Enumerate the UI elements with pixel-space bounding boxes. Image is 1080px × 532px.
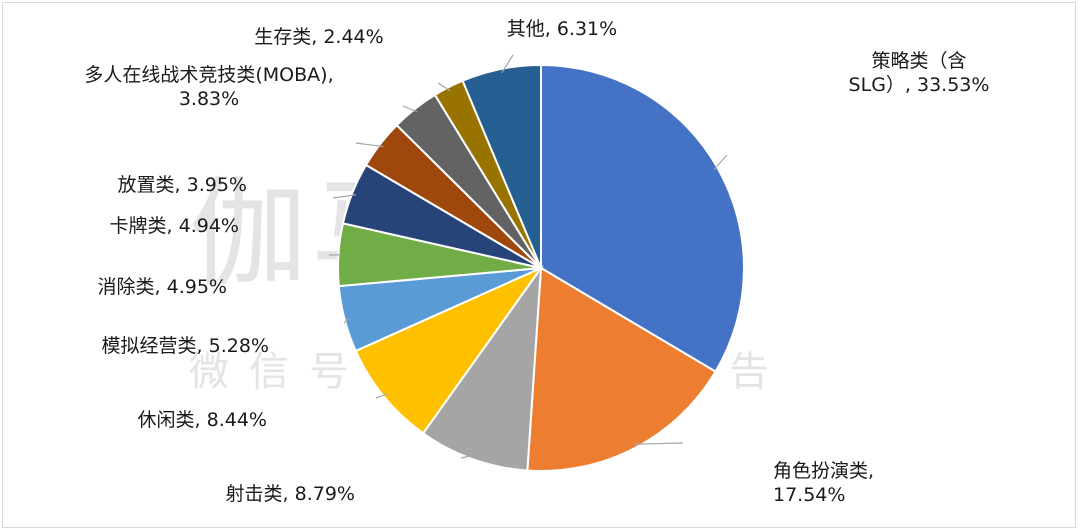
leader-line (460, 454, 475, 459)
leader-line (343, 317, 349, 324)
leader-line (501, 54, 514, 74)
data-label: 策略类（含 SLG）, 33.53% (849, 50, 990, 96)
data-label: 其他, 6.31% (507, 18, 617, 40)
pie-slice (461, 63, 542, 269)
data-label: 卡牌类, 4.94% (110, 215, 239, 237)
leader-line (713, 154, 728, 170)
data-labels: 策略类（含 SLG）, 33.53% 角色扮演类, 17.54% 射击类, 8.79% 休… (84, 18, 989, 506)
leader-line (375, 393, 388, 399)
pie-slice (354, 265, 544, 435)
data-label: 射击类, 8.79% (226, 483, 355, 505)
data-label: 消除类, 4.95% (98, 276, 227, 298)
leader-lines (328, 54, 728, 459)
leader-line (633, 442, 684, 445)
data-label: 多人在线战术竞技类(MOBA), 3.83% (84, 64, 333, 110)
data-label: 角色扮演类, 17.54% (773, 460, 874, 506)
leader-line (332, 194, 357, 199)
data-label: 生存类, 2.44% (254, 26, 383, 48)
data-label: 放置类, 3.95% (118, 174, 247, 196)
pie-slice (540, 63, 745, 374)
leader-line (355, 142, 384, 148)
pie-slice (421, 264, 543, 472)
data-label: 休闲类, 8.44% (138, 409, 267, 431)
leader-line (437, 82, 451, 92)
pie-slices (337, 63, 745, 472)
leader-line (402, 105, 418, 113)
pie-slice (526, 266, 717, 472)
data-label: 模拟经营类, 5.28% (102, 335, 269, 357)
